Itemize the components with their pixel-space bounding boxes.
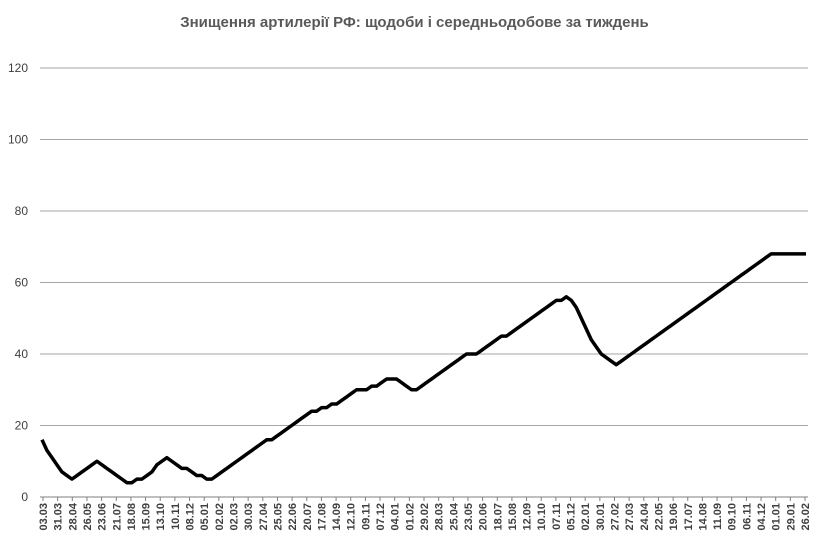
x-tick-label: 15.08 <box>507 503 519 531</box>
x-tick-label: 02.01 <box>580 503 592 531</box>
x-tick-label: 09.10 <box>727 503 739 531</box>
x-tick-label: 13.10 <box>155 503 167 531</box>
x-tick-label: 30.01 <box>595 503 607 531</box>
x-tick-label: 29.01 <box>785 503 797 531</box>
x-tick-label: 28.04 <box>67 502 79 530</box>
x-tick-label: 27.02 <box>610 503 622 531</box>
chart-title: Знищення артилерії РФ: щодоби і середньо… <box>180 14 649 31</box>
x-tick-label: 20.07 <box>302 503 314 531</box>
x-axis-ticks: 03.03 31.03 28.04 26.05 23.06 21.07 18.08 15.09… <box>38 497 812 531</box>
x-tick-label: 25.04 <box>448 502 460 530</box>
y-tick-label: 0 <box>21 490 28 504</box>
x-tick-label: 21.07 <box>111 503 123 531</box>
x-tick-label: 26.05 <box>82 503 94 531</box>
x-tick-label: 20.06 <box>478 503 490 531</box>
x-tick-label: 17.08 <box>316 503 328 531</box>
x-tick-label: 05.12 <box>566 503 578 531</box>
x-tick-label: 03.03 <box>38 503 50 531</box>
x-tick-label: 28.03 <box>434 503 446 531</box>
x-tick-label: 19.06 <box>668 503 680 531</box>
grid-lines <box>40 67 808 498</box>
y-tick-label: 40 <box>15 347 29 361</box>
x-tick-label: 25.05 <box>272 503 284 531</box>
x-tick-label: 01.01 <box>771 503 783 531</box>
x-tick-label: 14.08 <box>697 503 709 531</box>
y-tick-label: 60 <box>15 276 29 290</box>
y-tick-label: 20 <box>15 419 29 433</box>
x-tick-label: 08.12 <box>185 503 197 531</box>
x-tick-label: 31.03 <box>53 503 65 531</box>
x-tick-label: 18.07 <box>492 503 504 531</box>
x-tick-label: 02.02 <box>214 503 226 531</box>
x-tick-label: 29.02 <box>419 503 431 531</box>
x-tick-label: 12.10 <box>346 503 358 531</box>
x-tick-label: 10.10 <box>536 503 548 531</box>
x-tick-label: 27.04 <box>258 502 270 530</box>
x-tick-label: 04.01 <box>390 503 402 531</box>
x-tick-label: 22.06 <box>287 503 299 531</box>
x-tick-label: 01.02 <box>404 503 416 531</box>
series-line <box>40 252 806 485</box>
x-tick-label: 11.09 <box>712 503 724 530</box>
x-tick-label: 14.09 <box>331 503 343 531</box>
x-tick-label: 04.12 <box>756 503 768 531</box>
x-tick-label: 07.11 <box>551 503 563 530</box>
x-tick-label: 23.05 <box>463 503 475 531</box>
x-tick-label: 27.03 <box>624 503 636 531</box>
y-tick-label: 100 <box>8 133 28 147</box>
y-tick-label: 80 <box>15 204 29 218</box>
x-tick-label: 05.01 <box>199 503 211 531</box>
x-tick-label: 10.11 <box>170 503 182 530</box>
y-axis-ticks: 0 20 40 60 80 100 120 <box>8 61 28 504</box>
x-tick-label: 26.02 <box>800 503 812 531</box>
x-tick-label: 15.09 <box>141 503 153 531</box>
x-tick-label: 18.08 <box>126 503 138 531</box>
series-lines <box>40 252 806 485</box>
x-tick-label: 24.04 <box>639 502 651 530</box>
x-tick-label: 17.07 <box>683 503 695 531</box>
x-tick-label: 12.09 <box>522 503 534 531</box>
x-tick-label: 23.06 <box>97 503 109 531</box>
x-tick-label: 07.12 <box>375 503 387 531</box>
x-tick-label: 06.11 <box>741 503 753 530</box>
x-tick-label: 22.05 <box>653 503 665 531</box>
x-tick-label: 09.11 <box>360 503 372 530</box>
x-tick-label: 30.03 <box>243 503 255 531</box>
x-tick-label: 02.03 <box>229 503 241 531</box>
y-tick-label: 120 <box>8 61 28 75</box>
